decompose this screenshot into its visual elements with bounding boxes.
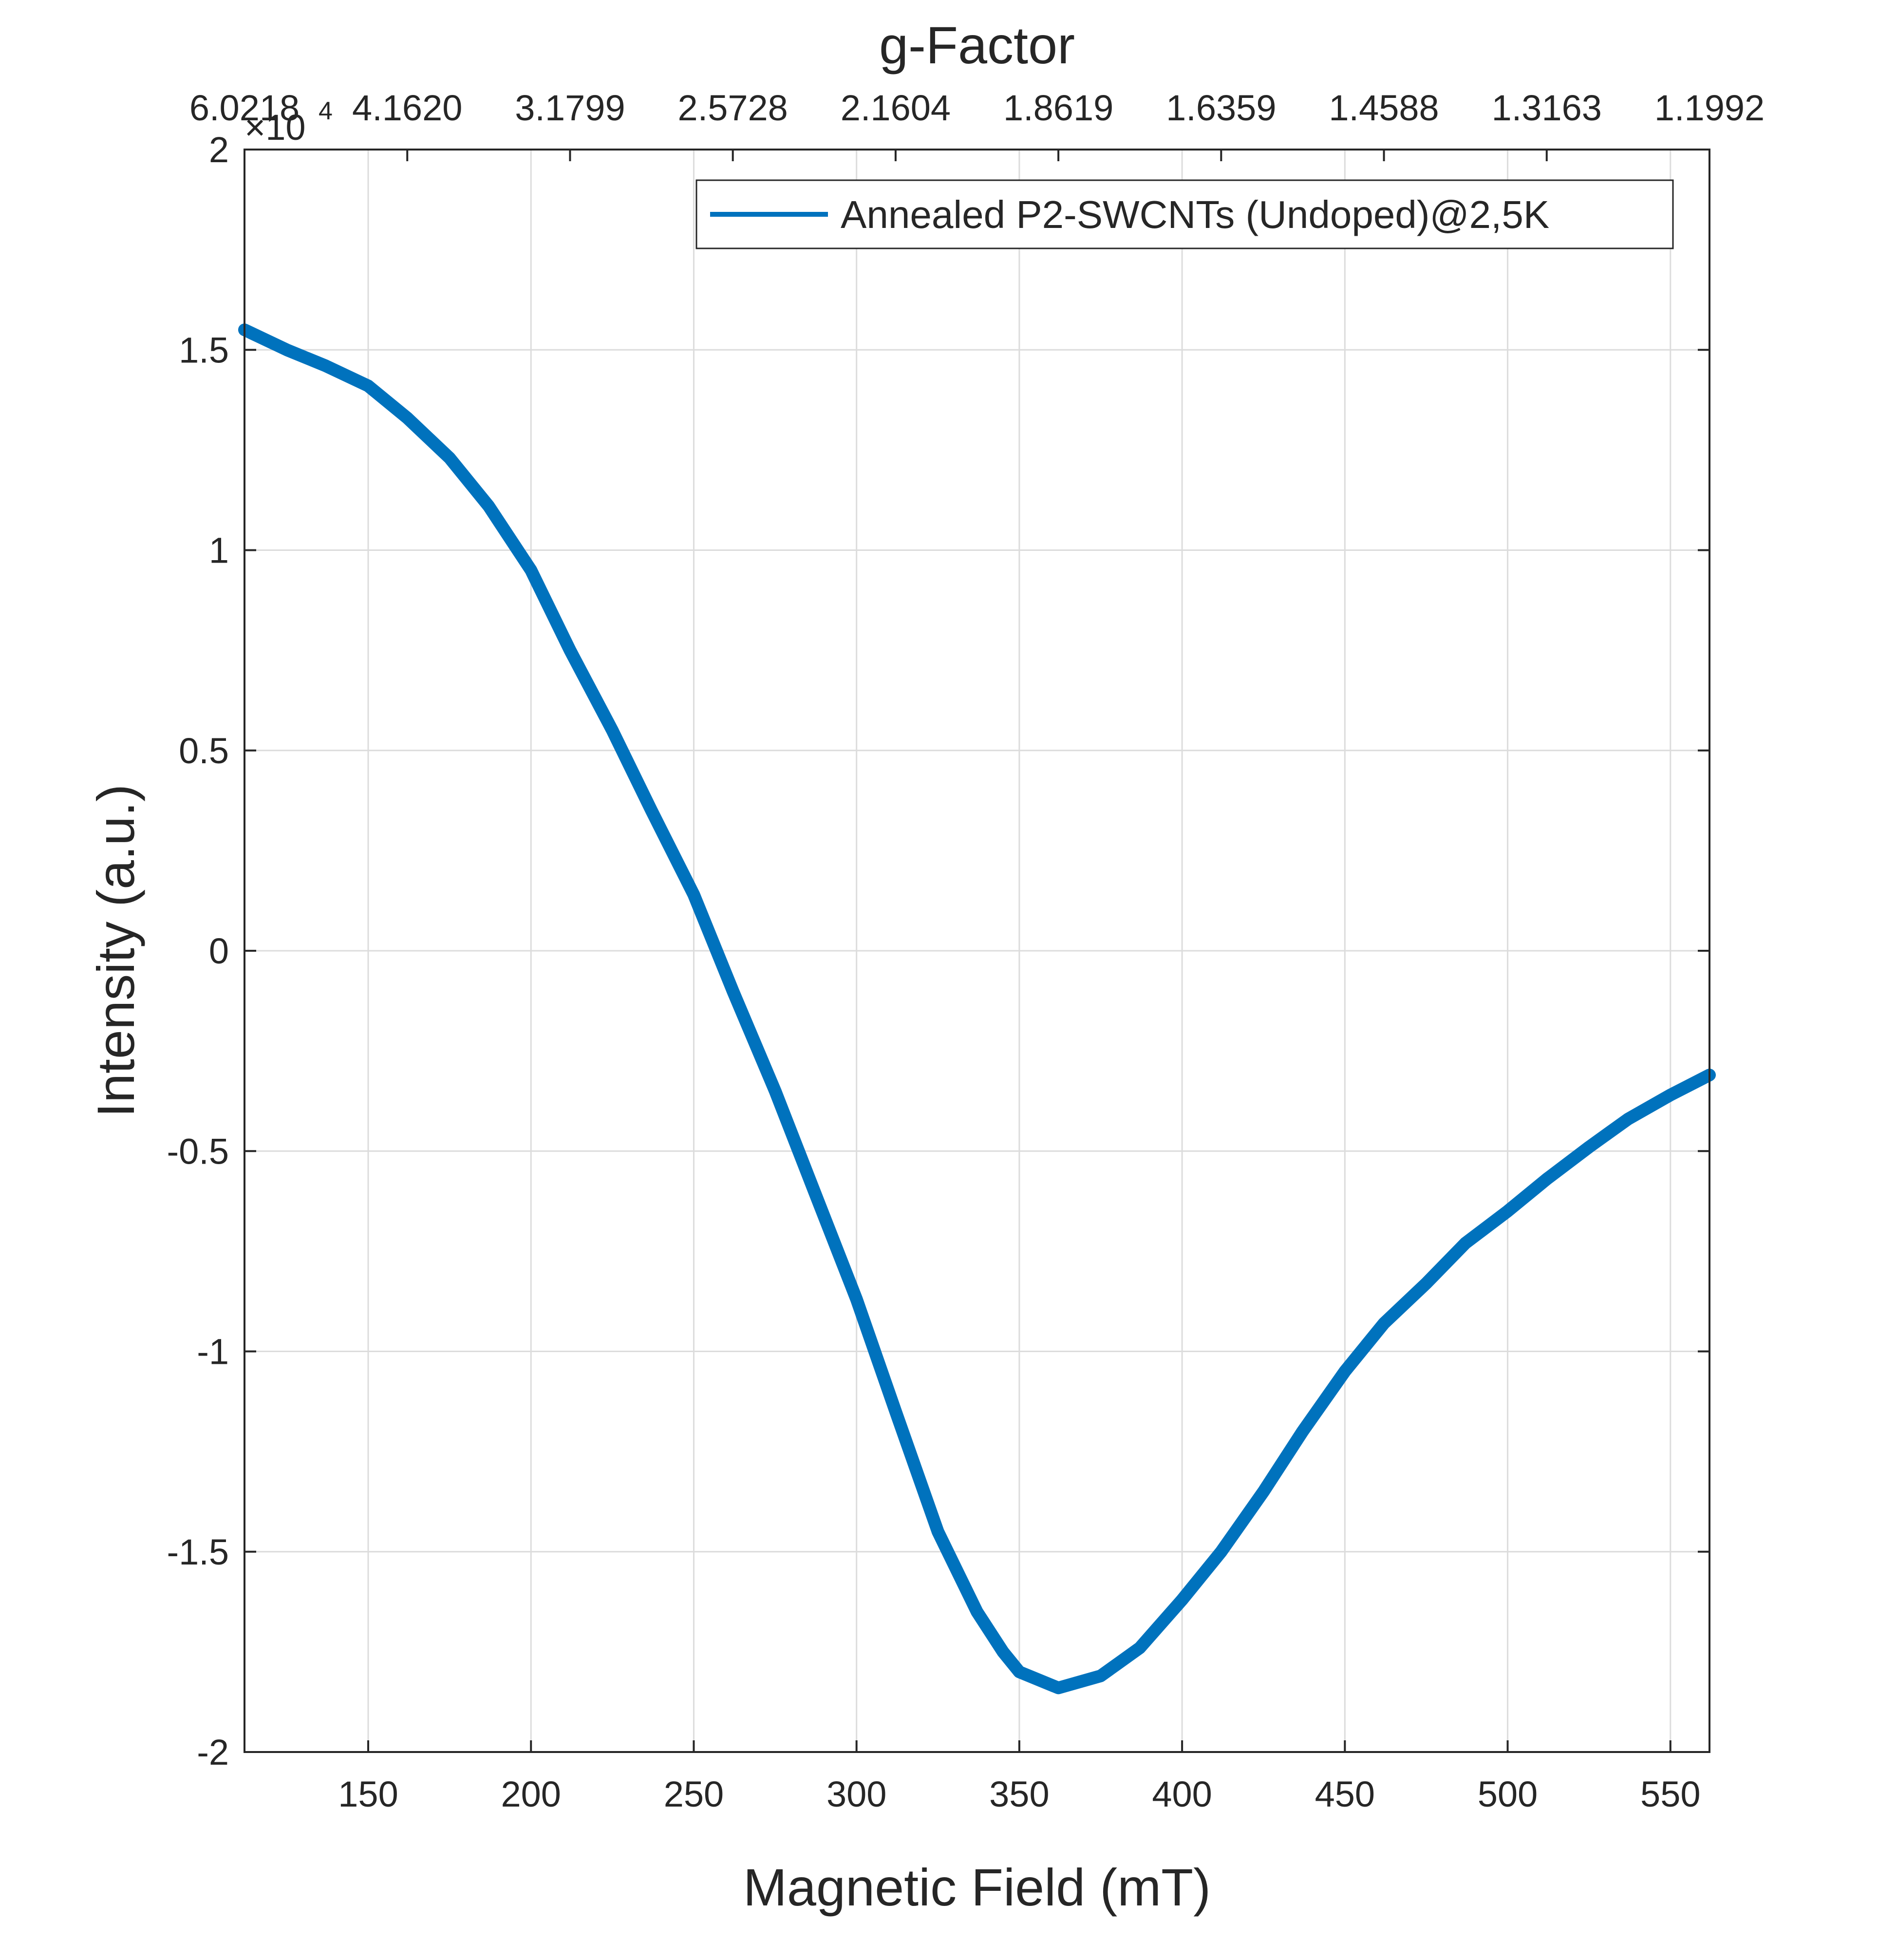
y-exponent-base: ×10 — [244, 107, 306, 148]
x-tick-label: 550 — [1640, 1774, 1700, 1814]
x-tick-label: 250 — [664, 1774, 724, 1814]
y-axis-title: Intensity (a.u.) — [86, 784, 145, 1117]
y-tick-label: 2 — [209, 130, 229, 170]
x-tick-label: 300 — [826, 1774, 886, 1814]
y-tick-label: -0.5 — [167, 1131, 229, 1171]
y-tick-label: 0 — [209, 931, 229, 971]
y-tick-label: -1 — [197, 1332, 229, 1372]
top-tick-label: 1.4588 — [1329, 88, 1439, 128]
legend-box — [695, 179, 1674, 249]
top-tick-label: 2.1604 — [841, 88, 951, 128]
top-tick-label: 1.1992 — [1654, 88, 1765, 128]
x-tick-label: 350 — [989, 1774, 1049, 1814]
series-layer — [238, 323, 1716, 1695]
x-tick-label: 200 — [501, 1774, 561, 1814]
x-tick-label: 500 — [1478, 1774, 1538, 1814]
top-tick-label: 6.0218 — [189, 88, 300, 128]
top-tick-label: 3.1799 — [515, 88, 625, 128]
top-tick-label: 1.8619 — [1003, 88, 1113, 128]
axis-ticks — [244, 149, 1710, 1753]
tick-labels: 150 200 250 300 350 400 450 500 550 6.0218 4.1620 3… — [167, 88, 1765, 1814]
y-exponent-label: ×10 4 — [244, 97, 333, 148]
y-tick-label: -2 — [197, 1732, 229, 1772]
y-tick-label: 1 — [209, 530, 229, 571]
x-tick-label: 150 — [338, 1774, 398, 1814]
legend-entry-label: Annealed P2-SWCNTs (Undoped)@2,5K — [841, 193, 1549, 236]
y-tick-label: 1.5 — [179, 330, 229, 370]
y-tick-label: 0.5 — [179, 731, 229, 771]
top-axis-title: g-Factor — [879, 16, 1075, 75]
top-tick-label: 4.1620 — [352, 88, 462, 128]
x-axis-title: Magnetic Field (mT) — [743, 1858, 1211, 1917]
top-tick-label: 1.6359 — [1166, 88, 1276, 128]
legend: Annealed P2-SWCNTs (Undoped)@2,5K — [695, 179, 1674, 249]
y-exponent-power: 4 — [319, 97, 333, 125]
top-tick-label: 2.5728 — [677, 88, 788, 128]
grid-lines — [244, 149, 1709, 1753]
x-tick-label: 450 — [1315, 1774, 1375, 1814]
x-tick-label: 400 — [1152, 1774, 1212, 1814]
series-line-annealed-p2-swcnts — [238, 323, 1716, 1695]
y-tick-label: -1.5 — [167, 1532, 229, 1572]
top-tick-label: 1.3163 — [1492, 88, 1602, 128]
